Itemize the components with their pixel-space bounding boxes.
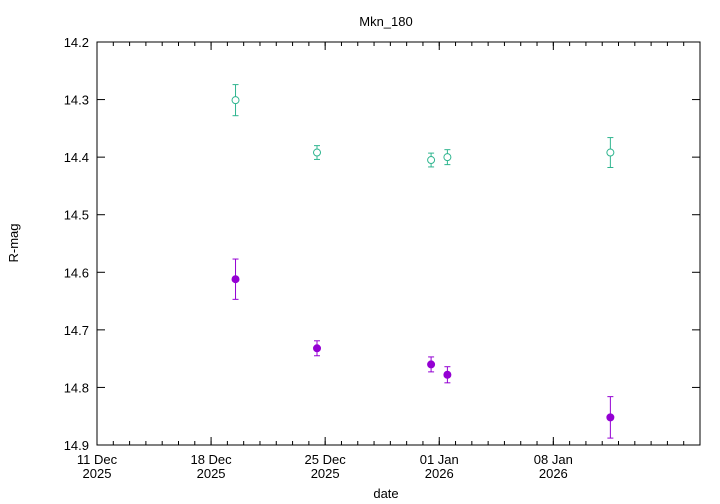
y-axis-title: R-mag xyxy=(6,223,21,262)
data-point xyxy=(606,413,615,422)
series-1 xyxy=(231,84,615,169)
data-point xyxy=(427,360,436,369)
chart-title: Mkn_180 xyxy=(359,14,412,29)
x-tick-label: 08 Jan xyxy=(534,452,573,467)
x-tick-label-year: 2025 xyxy=(197,466,226,481)
y-tick-label: 14.2 xyxy=(64,35,89,50)
x-tick-label-year: 2025 xyxy=(311,466,340,481)
x-tick-label: 18 Dec xyxy=(190,452,232,467)
data-point xyxy=(313,344,322,353)
x-tick-label: 01 Jan xyxy=(420,452,459,467)
data-point xyxy=(443,153,452,162)
x-axis-title: date xyxy=(373,486,398,501)
x-tick-label: 25 Dec xyxy=(305,452,347,467)
x-tick-label-year: 2026 xyxy=(539,466,568,481)
plot-area: 14.214.314.414.514.614.714.814.911 Dec20… xyxy=(64,35,701,481)
y-tick-label: 14.4 xyxy=(64,150,89,165)
data-point xyxy=(443,370,452,379)
series-2 xyxy=(231,258,615,439)
data-point xyxy=(427,156,436,165)
data-point xyxy=(231,96,240,105)
x-tick-label: 11 Dec xyxy=(77,452,118,467)
y-tick-label: 14.7 xyxy=(64,323,89,338)
y-tick-label: 14.8 xyxy=(64,380,89,395)
x-tick-label-year: 2025 xyxy=(83,466,112,481)
y-tick-label: 14.9 xyxy=(64,438,89,453)
data-point xyxy=(606,148,615,157)
data-point xyxy=(231,275,240,284)
y-tick-label: 14.5 xyxy=(64,208,89,223)
data-point xyxy=(313,148,322,157)
plot-frame xyxy=(96,41,701,446)
x-tick-label-year: 2026 xyxy=(425,466,454,481)
y-tick-label: 14.6 xyxy=(64,265,89,280)
y-tick-label: 14.3 xyxy=(64,93,89,108)
